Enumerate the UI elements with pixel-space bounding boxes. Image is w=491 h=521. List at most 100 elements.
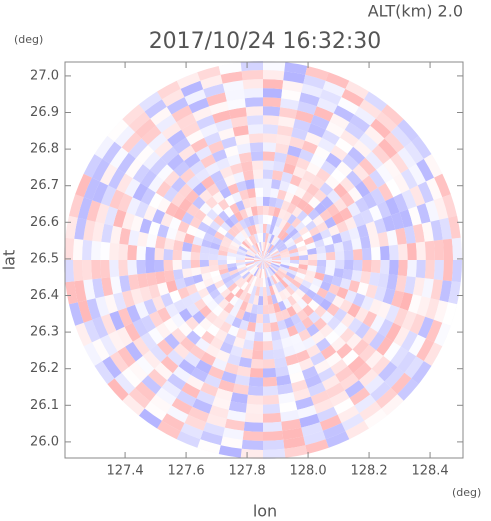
radar-cell: [368, 298, 383, 315]
radar-cell: [192, 398, 213, 414]
radar-cell: [310, 351, 326, 366]
radar-cell: [314, 202, 327, 215]
radar-cell: [271, 294, 278, 305]
radar-cell: [246, 188, 256, 199]
radar-cell: [245, 261, 255, 264]
radar-cell: [404, 356, 424, 379]
radar-cell: [381, 394, 404, 416]
x-axis-label: lon: [253, 502, 277, 521]
radar-cell: [263, 253, 271, 260]
radar-cell: [321, 374, 340, 391]
radar-cell: [281, 336, 293, 349]
radar-cell: [339, 207, 353, 221]
radar-cell: [263, 322, 272, 333]
radar-cell: [251, 349, 263, 360]
radar-cell: [295, 110, 314, 124]
radar-cell: [228, 107, 247, 119]
radar-cell: [242, 170, 254, 181]
radar-cell: [86, 298, 101, 320]
radar-cell: [282, 234, 292, 244]
radar-cell: [243, 217, 251, 228]
radar-cell: [331, 233, 343, 244]
radar-cell: [161, 413, 185, 432]
radar-cell: [236, 254, 246, 258]
radar-cell: [315, 168, 331, 183]
radar-cell: [212, 110, 231, 124]
radar-cell: [192, 274, 204, 284]
radar-cell: [349, 114, 371, 133]
radar-cell: [259, 242, 262, 252]
radar-cell: [301, 140, 318, 155]
radar-cell: [358, 157, 377, 176]
radar-cell: [161, 380, 182, 398]
radar-cell: [160, 355, 179, 374]
radar-cell: [263, 385, 279, 396]
radar-cell: [167, 373, 186, 391]
radar-cell: [214, 178, 228, 192]
radar-cell: [83, 342, 103, 366]
radar-cell: [169, 289, 182, 304]
radar-cell: [293, 235, 304, 245]
radar-cell: [263, 394, 280, 405]
radar-cell: [104, 294, 118, 314]
radar-cell: [295, 288, 306, 299]
radar-cell: [274, 283, 283, 293]
radar-cell: [370, 187, 386, 206]
radar-cell: [235, 200, 246, 212]
radar-cell: [424, 240, 435, 260]
radar-cell: [442, 260, 453, 282]
radar-cell: [269, 197, 278, 208]
radar-cell: [287, 214, 297, 225]
radar-cell: [270, 263, 280, 270]
radar-cell: [314, 272, 325, 281]
radar-cell: [286, 183, 299, 195]
radar-cell: [181, 295, 195, 309]
radar-cell: [275, 292, 283, 303]
radar-cell: [303, 236, 315, 246]
radar-cell: [227, 248, 238, 254]
radar-cell: [250, 151, 263, 162]
radar-cell: [265, 242, 269, 252]
radar-cell: [353, 362, 372, 381]
radar-cell: [272, 260, 282, 262]
radar-cell: [250, 266, 258, 275]
radar-cell: [384, 367, 405, 388]
radar-cell: [237, 266, 247, 272]
radar-cell: [267, 233, 272, 243]
radar-cell: [118, 243, 129, 260]
radar-cell: [191, 267, 202, 277]
radar-cell: [236, 143, 251, 155]
radar-cell: [176, 390, 197, 407]
radar-cell: [433, 197, 449, 220]
radar-cell: [191, 243, 202, 253]
radar-cell: [245, 256, 255, 259]
radar-cell: [270, 275, 278, 285]
radar-cell: [306, 183, 320, 197]
radar-cell: [195, 337, 211, 352]
radar-cell: [311, 175, 325, 190]
radar-cell: [286, 306, 297, 317]
radar-cell: [365, 284, 378, 299]
radar-cell: [200, 351, 216, 366]
radar-cell: [352, 260, 363, 272]
radar-cell: [391, 290, 405, 308]
radar-cell: [301, 191, 314, 204]
radar-cell: [250, 304, 258, 314]
radar-cell: [143, 205, 158, 222]
radar-cell: [291, 127, 308, 141]
radar-cell: [346, 333, 362, 350]
radar-cell: [263, 70, 285, 81]
radar-cell: [364, 408, 388, 429]
radar-cell: [271, 254, 281, 258]
radar-cell: [269, 247, 278, 255]
radar-cell: [376, 337, 394, 356]
radar-cell: [166, 227, 178, 240]
radar-cell: [336, 220, 349, 234]
radar-cell: [255, 196, 263, 207]
radar-cell: [417, 316, 434, 339]
radar-cell: [360, 271, 371, 285]
radar-cell: [235, 308, 246, 320]
radar-cell: [277, 319, 287, 331]
radar-cell: [270, 250, 280, 257]
radar-cell: [384, 132, 405, 153]
